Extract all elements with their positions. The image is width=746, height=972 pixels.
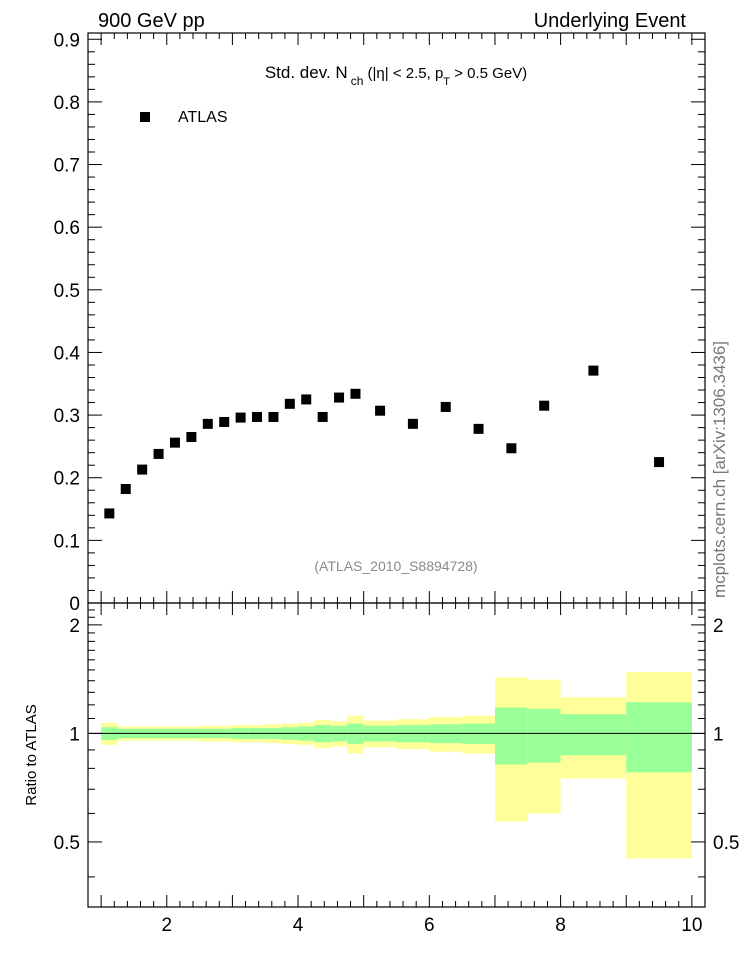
- ratio-inner-band: [527, 708, 561, 763]
- y-tick-label: 0.3: [54, 406, 80, 427]
- legend-entry-atlas: ATLAS: [178, 109, 228, 126]
- data-point: [317, 411, 328, 422]
- data-point: [473, 423, 484, 434]
- data-point: [104, 508, 115, 519]
- ratio-y-tick-labels: 0.5 0.5 1 1 2 2: [54, 616, 740, 854]
- x-tick-label: 2: [161, 915, 172, 936]
- y-tick-label: 0.1: [54, 531, 80, 552]
- y-tick-label: 0.9: [54, 30, 80, 51]
- x-tick-label: 4: [293, 915, 304, 936]
- data-point: [268, 411, 279, 422]
- watermark-label: (ATLAS_2010_S8894728): [314, 558, 477, 574]
- ratio-y-tick-label-right: 2: [713, 616, 724, 637]
- data-point: [235, 412, 246, 423]
- data-point: [654, 457, 665, 468]
- legend: ATLAS: [140, 109, 228, 126]
- x-tick-label: 6: [424, 915, 435, 936]
- x-tick-label: 10: [681, 915, 702, 936]
- ratio-bands: [101, 672, 692, 859]
- data-point: [284, 398, 295, 409]
- ratio-plot-frame: [87, 602, 706, 908]
- ratio-panel: 0.5 0.5 1 1 2 2 2 4 6 8 10 Ratio to ATLAS: [23, 602, 740, 936]
- y-tick-label: 0.4: [54, 343, 81, 364]
- ratio-inner-band: [494, 707, 528, 765]
- data-points: [104, 365, 665, 519]
- ratio-y-axis-label: Ratio to ATLAS: [23, 704, 40, 805]
- data-point: [252, 411, 263, 422]
- y-tick-label: 0.2: [54, 469, 80, 490]
- data-point: [506, 443, 517, 454]
- main-y-tick-labels: 0 0.1 0.2 0.3 0.4 0.5 0.6 0.7 0.8 0.9: [54, 30, 81, 615]
- main-panel: 0 0.1 0.2 0.3 0.4 0.5 0.6 0.7 0.8 0.9 (ATLAS_2010…: [54, 30, 706, 615]
- data-point: [137, 464, 148, 475]
- data-point: [539, 400, 550, 411]
- data-point: [120, 484, 131, 494]
- data-point: [153, 448, 164, 459]
- data-point: [375, 405, 386, 416]
- ratio-y-tick-label: 0.5: [54, 833, 80, 854]
- data-point: [301, 394, 312, 405]
- y-tick-label: 0.6: [54, 218, 80, 239]
- side-label: mcplots.cern.ch [arXiv:1306.3436]: [710, 341, 729, 598]
- ratio-y-tick-label: 2: [69, 616, 80, 637]
- ratio-y-tick-label-right: 1: [713, 724, 724, 745]
- data-point: [350, 388, 361, 399]
- data-point: [186, 432, 197, 443]
- data-point: [440, 401, 451, 412]
- y-tick-label: 0.5: [54, 281, 80, 302]
- ratio-inner-band: [626, 702, 692, 773]
- x-tick-label: 8: [555, 915, 566, 936]
- data-point: [334, 392, 345, 403]
- y-tick-label: 0.8: [54, 93, 80, 114]
- main-axis-ticks: [88, 33, 706, 604]
- ratio-inner-band: [560, 714, 627, 756]
- x-tick-labels: 2 4 6 8 10: [161, 915, 702, 936]
- data-point: [202, 418, 213, 429]
- y-tick-label: 0.7: [54, 156, 80, 177]
- data-point: [169, 437, 180, 448]
- y-tick-label: 0: [69, 594, 80, 615]
- ratio-y-tick-label: 1: [69, 724, 80, 745]
- legend-marker: [140, 112, 150, 122]
- header-left: 900 GeV pp: [98, 10, 205, 32]
- data-point: [588, 365, 599, 376]
- header-right: Underlying Event: [534, 10, 687, 32]
- data-point: [219, 416, 230, 427]
- data-point: [407, 418, 418, 429]
- ratio-y-tick-label-right: 0.5: [713, 833, 739, 854]
